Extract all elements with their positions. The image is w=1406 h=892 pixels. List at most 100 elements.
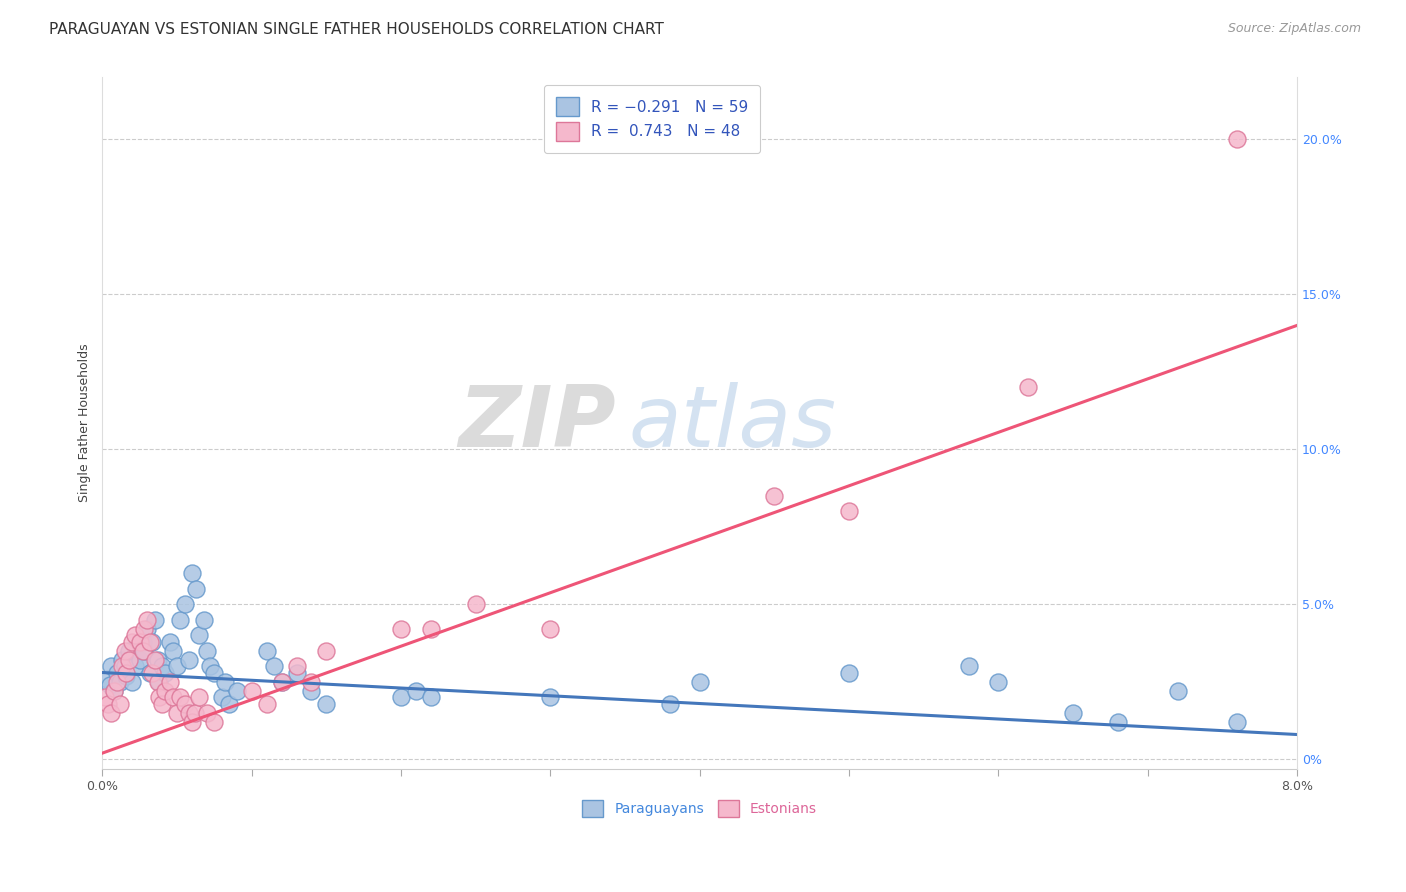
Point bbox=[136, 613, 159, 627]
Point bbox=[689, 674, 711, 689]
Point bbox=[270, 674, 292, 689]
Point bbox=[150, 697, 173, 711]
Y-axis label: Single Father Households: Single Father Households bbox=[79, 343, 91, 502]
Point bbox=[169, 690, 191, 705]
Point bbox=[838, 665, 860, 680]
Point bbox=[162, 690, 184, 705]
Point bbox=[118, 644, 141, 658]
Point bbox=[202, 665, 225, 680]
Point bbox=[173, 697, 195, 711]
Point bbox=[105, 665, 128, 680]
Point bbox=[134, 622, 156, 636]
Point bbox=[987, 674, 1010, 689]
Point bbox=[957, 659, 980, 673]
Point bbox=[256, 697, 278, 711]
Point bbox=[100, 706, 122, 720]
Point bbox=[419, 690, 441, 705]
Point bbox=[1226, 715, 1249, 730]
Point bbox=[214, 674, 236, 689]
Point bbox=[141, 665, 163, 680]
Point bbox=[1062, 706, 1084, 720]
Point bbox=[139, 634, 162, 648]
Point bbox=[103, 684, 125, 698]
Point bbox=[143, 653, 166, 667]
Point bbox=[111, 653, 134, 667]
Point bbox=[184, 706, 207, 720]
Point bbox=[146, 653, 169, 667]
Point bbox=[198, 659, 221, 673]
Point bbox=[405, 684, 427, 698]
Point bbox=[153, 665, 176, 680]
Point bbox=[464, 598, 486, 612]
Point bbox=[1107, 715, 1129, 730]
Point bbox=[103, 684, 125, 698]
Point bbox=[124, 659, 146, 673]
Point bbox=[538, 690, 561, 705]
Point bbox=[124, 628, 146, 642]
Point bbox=[114, 659, 136, 673]
Point bbox=[285, 659, 308, 673]
Point bbox=[153, 684, 176, 698]
Point bbox=[225, 684, 247, 698]
Point bbox=[143, 613, 166, 627]
Point bbox=[131, 634, 153, 648]
Point bbox=[115, 668, 138, 682]
Point bbox=[838, 504, 860, 518]
Point bbox=[195, 706, 218, 720]
Point bbox=[177, 706, 200, 720]
Point bbox=[148, 674, 170, 689]
Point bbox=[139, 665, 162, 680]
Point bbox=[270, 674, 292, 689]
Point bbox=[111, 659, 134, 673]
Point bbox=[1017, 380, 1039, 394]
Point bbox=[159, 674, 181, 689]
Point bbox=[98, 678, 121, 692]
Point bbox=[181, 715, 204, 730]
Point bbox=[100, 659, 122, 673]
Point bbox=[240, 684, 263, 698]
Point bbox=[159, 634, 181, 648]
Point bbox=[195, 644, 218, 658]
Point bbox=[96, 672, 118, 686]
Point bbox=[193, 613, 215, 627]
Point bbox=[166, 659, 188, 673]
Point bbox=[263, 659, 285, 673]
Point bbox=[256, 644, 278, 658]
Text: ZIP: ZIP bbox=[458, 382, 616, 465]
Point bbox=[121, 674, 143, 689]
Point bbox=[538, 622, 561, 636]
Point bbox=[148, 690, 170, 705]
Point bbox=[218, 697, 240, 711]
Point bbox=[211, 690, 233, 705]
Point bbox=[188, 690, 211, 705]
Point bbox=[658, 697, 681, 711]
Point bbox=[315, 697, 337, 711]
Point bbox=[136, 622, 159, 636]
Point bbox=[128, 653, 150, 667]
Point bbox=[1167, 684, 1189, 698]
Point bbox=[389, 622, 412, 636]
Point bbox=[146, 674, 169, 689]
Point bbox=[181, 566, 204, 581]
Point bbox=[285, 665, 308, 680]
Point bbox=[114, 644, 136, 658]
Point bbox=[134, 644, 156, 658]
Point bbox=[141, 634, 163, 648]
Text: Source: ZipAtlas.com: Source: ZipAtlas.com bbox=[1227, 22, 1361, 36]
Point bbox=[169, 613, 191, 627]
Point bbox=[177, 653, 200, 667]
Point bbox=[202, 715, 225, 730]
Point bbox=[150, 659, 173, 673]
Legend: Paraguayans, Estonians: Paraguayans, Estonians bbox=[575, 793, 824, 824]
Point bbox=[419, 622, 441, 636]
Point bbox=[110, 674, 132, 689]
Point bbox=[763, 489, 786, 503]
Point bbox=[105, 674, 128, 689]
Point bbox=[1226, 132, 1249, 146]
Point bbox=[173, 598, 195, 612]
Point bbox=[121, 634, 143, 648]
Point bbox=[166, 706, 188, 720]
Point bbox=[115, 665, 138, 680]
Point bbox=[162, 644, 184, 658]
Point bbox=[128, 634, 150, 648]
